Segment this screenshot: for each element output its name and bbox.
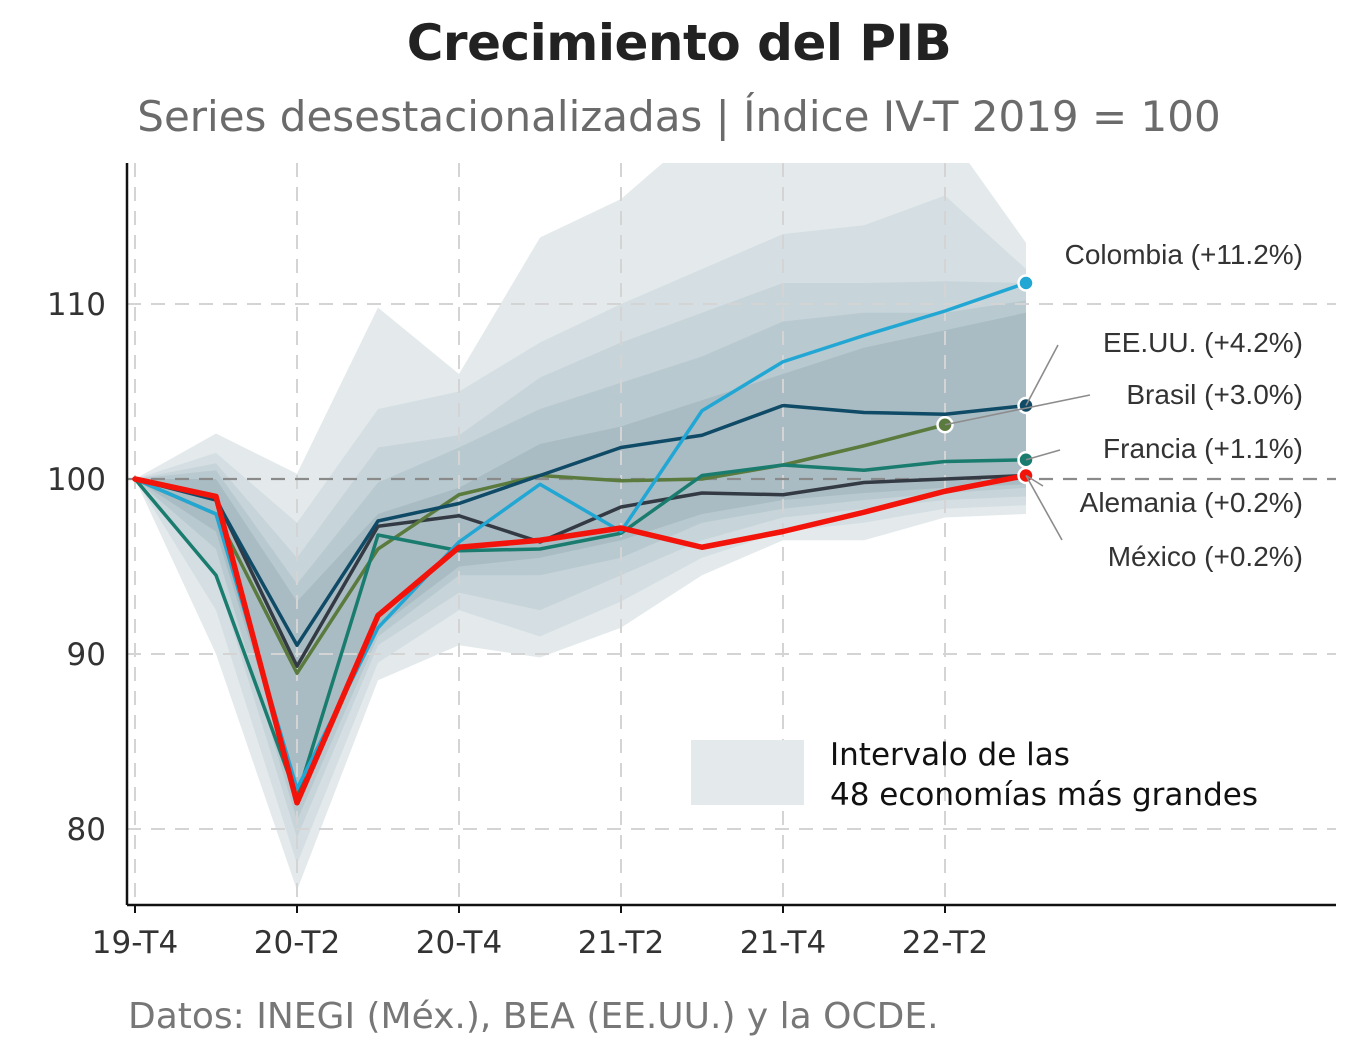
series-label-mxico: México (+0.2%) xyxy=(1108,541,1303,572)
x-tick-label-21-T4: 21-T4 xyxy=(740,925,826,961)
leader-line-mxico xyxy=(1025,475,1063,541)
series-endpoint-colombia xyxy=(1017,274,1035,292)
series-label-colombia: Colombia (+11.2%) xyxy=(1065,239,1303,270)
leader-line-brasil xyxy=(944,394,1091,426)
series-label-alemania: Alemania (+0.2%) xyxy=(1080,487,1303,518)
y-tick-label-90: 90 xyxy=(67,637,106,673)
legend-swatch xyxy=(691,740,804,805)
series-label-brasil: Brasil (+3.0%) xyxy=(1126,379,1303,410)
chart-caption: Datos: INEGI (Méx.), BEA (EE.UU.) y la O… xyxy=(128,996,939,1037)
x-tick-label-20-T2: 20-T2 xyxy=(254,925,340,961)
series-line-mxico xyxy=(132,472,1029,806)
series-layer xyxy=(132,274,1035,806)
series-label-francia: Francia (+1.1%) xyxy=(1103,433,1303,464)
range-band-5 xyxy=(135,312,1026,794)
leader-line-francia xyxy=(1025,449,1061,461)
series-label-eeuu: EE.UU. (+4.2%) xyxy=(1103,327,1303,358)
chart-subtitle: Series desestacionalizadas | Índice IV-T… xyxy=(137,92,1221,141)
leader-line-eeuu xyxy=(1025,344,1059,406)
y-tick-label-100: 100 xyxy=(47,462,106,498)
chart-title: Crecimiento del PIB xyxy=(406,14,952,72)
series-line-eeuu xyxy=(133,403,1028,647)
legend-line-2: 48 economías más grandes xyxy=(830,777,1258,813)
grid-layer xyxy=(127,163,1336,905)
series-label-layer: Colombia (+11.2%) EE.UU. (+4.2%) Brasil (+… xyxy=(944,239,1303,572)
band-layer xyxy=(135,163,1026,891)
y-tick-label-110: 110 xyxy=(47,287,106,323)
x-tick-label-19-T4: 19-T4 xyxy=(92,925,178,961)
x-tick-label-22-T2: 22-T2 xyxy=(902,925,988,961)
legend: Intervalo de las 48 economías más grande… xyxy=(691,737,1258,813)
leader-line-alemania xyxy=(1025,474,1044,487)
series-line-alemania xyxy=(133,473,1028,668)
legend-line-1: Intervalo de las xyxy=(830,737,1070,773)
y-tick-label-80: 80 xyxy=(67,812,106,848)
x-tick-label-21-T2: 21-T2 xyxy=(578,925,664,961)
axes-layer: 80 90 100 110 19-T4 20-T2 20-T4 21-T2 21-T4 22-T2 xyxy=(47,163,1336,961)
x-tick-label-20-T4: 20-T4 xyxy=(416,925,502,961)
